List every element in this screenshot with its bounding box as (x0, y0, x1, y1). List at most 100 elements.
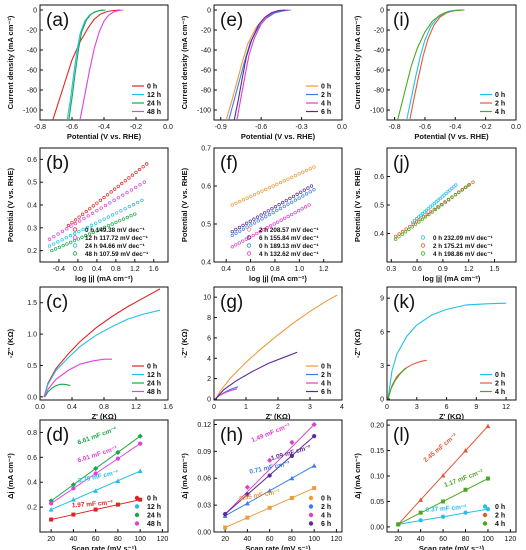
y-tick-label: 1.5 (27, 300, 37, 307)
data-point (441, 499, 446, 504)
tafel-point (446, 190, 450, 194)
y-tick-label: -80 (27, 88, 37, 95)
tafel-point (234, 227, 238, 232)
y-tick-label: 0.05 (370, 499, 384, 506)
data-layer (48, 433, 143, 522)
tafel-point (94, 221, 98, 225)
tafel-point (237, 241, 241, 245)
tafel-point (291, 194, 296, 199)
tafel-point (262, 228, 266, 232)
tafel-point (52, 234, 56, 239)
y-tick-label: 9 (380, 296, 384, 303)
tafel-point (418, 217, 422, 221)
legend-label: 2 h (321, 372, 331, 379)
legend-label: 6 h (321, 109, 331, 116)
tafel-point (105, 193, 110, 197)
tafel-point (448, 188, 452, 192)
tafel-point (68, 234, 73, 238)
tafel-point (432, 201, 436, 206)
data-point (267, 488, 273, 493)
tafel-point (281, 200, 285, 205)
legend-swatch (420, 251, 426, 256)
legend-label: 4 h 132.62 mV dec⁻¹ (259, 251, 319, 258)
y-axis-label: Current density (mA cm⁻²) (353, 15, 362, 109)
tafel-point (129, 188, 134, 192)
slope-annotation: 6.61 mF cm⁻² (77, 426, 119, 447)
tafel-point (407, 227, 411, 232)
tafel-point (279, 218, 283, 222)
panel-g: 0 1 2 3 4 0 2 4 6 8 10 Z' (KΩ) -Z'' (KΩ) (g) 0 h2 h 4 h… (180, 286, 344, 421)
tafel-point (430, 203, 434, 207)
tafel-point (136, 200, 140, 205)
tafel-point (273, 205, 278, 209)
tafel-point (264, 187, 268, 192)
tafel-point (440, 203, 444, 207)
x-tick-label: -0.6 (255, 124, 267, 131)
legend-swatch (308, 512, 314, 518)
tafel-point (138, 183, 142, 187)
tafel-point (230, 203, 234, 207)
tafel-point (125, 215, 129, 220)
x-tick-label: 0.8 (111, 266, 121, 273)
slope-annotation: 0.37 mF cm⁻² (425, 504, 467, 514)
x-tick-label: 0.0 (35, 404, 45, 411)
tafel-point (52, 242, 56, 246)
data-point (244, 484, 250, 490)
x-tick-label: 1.2 (464, 266, 474, 273)
tafel-point (102, 217, 106, 221)
tafel-point (442, 193, 446, 197)
data-point (289, 453, 295, 458)
tafel-point (89, 223, 94, 227)
tafel-point (140, 198, 144, 203)
data-point (48, 498, 54, 504)
tafel-point (393, 234, 398, 239)
tafel-point (422, 215, 426, 219)
x-tick-label: 4 (340, 404, 344, 411)
tafel-point (56, 240, 60, 244)
tafel-point (116, 184, 120, 188)
x-tick-label: 1.2 (130, 266, 140, 273)
legend-label: 24 h 94.66 mV dec⁻¹ (85, 243, 145, 250)
data-point (245, 515, 250, 520)
x-tick-label: 0.0 (511, 124, 521, 131)
tafel-point (397, 235, 401, 239)
tafel-point (102, 195, 106, 200)
data-point (485, 476, 490, 481)
tafel-point (269, 224, 273, 228)
panel-l: 20 40 60 80 100 120 0.00 0.05 0.10 0.15 0.20 Scan r… (353, 419, 517, 550)
plot-frame (213, 419, 343, 533)
tafel-point (245, 221, 249, 225)
y-axis-label: Current density (mA cm⁻²) (6, 15, 15, 109)
tafel-point (282, 216, 287, 220)
x-tick-label: -0.8 (389, 124, 401, 131)
panel-label: (l) (393, 425, 410, 446)
tafel-point (263, 211, 267, 215)
legend-label: 0 h (321, 84, 331, 91)
tafel-point (76, 237, 80, 241)
x-tick-label: 60 (439, 536, 447, 543)
x-tick-label: 100 (482, 536, 494, 543)
data-point (115, 478, 121, 483)
data-point (311, 463, 317, 468)
tafel-point (142, 180, 146, 184)
tafel-point (91, 230, 95, 235)
tafel-point (82, 216, 86, 221)
legend-label: 4 h (321, 101, 331, 108)
tafel-point (276, 220, 280, 224)
y-axis-label: -Z'' (KΩ) (180, 328, 189, 358)
tafel-point (443, 200, 448, 204)
panel-a: -0.8 -0.6 -0.4 -0.2 0.0 0 -20 -40 -60 -80 -100 Pote… (6, 4, 173, 141)
y-tick-label: 3 (380, 363, 384, 370)
y-tick-label: 0.5 (201, 222, 211, 229)
tafel-point (127, 205, 131, 209)
y-tick-label: 0.6 (201, 184, 211, 191)
tafel-point (90, 211, 95, 215)
panel-label: (e) (220, 10, 243, 31)
data-point (115, 456, 121, 461)
x-tick-label: 0.8 (99, 404, 109, 411)
legend-label: 4 h (495, 109, 505, 116)
tafel-point (106, 215, 110, 219)
legend-label: 4 h 198.86 mV dec⁻¹ (433, 251, 493, 258)
tafel-point (230, 245, 234, 249)
tafel-point (130, 173, 135, 177)
